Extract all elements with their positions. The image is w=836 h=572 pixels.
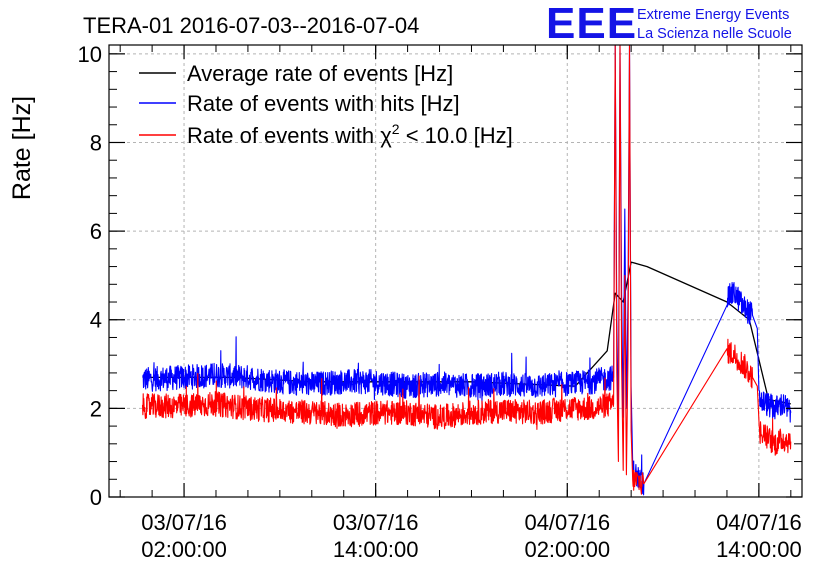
x-tick-label-time: 02:00:00: [141, 537, 227, 562]
eee-logo: EEE Extreme Energy Events La Scienza nel…: [546, 0, 792, 48]
logo-caption-line1: Extreme Energy Events: [637, 7, 789, 23]
x-tick-label-date: 03/07/16: [333, 510, 419, 535]
gridlines: [109, 45, 802, 497]
y-tick-label: 10: [78, 42, 102, 67]
plot-frame: [108, 44, 803, 498]
chart-title: TERA-01 2016-07-03--2016-07-04: [83, 13, 419, 38]
x-tick-label-date: 04/07/16: [716, 510, 802, 535]
axes: 024681003/07/1602:00:0003/07/1614:00:000…: [78, 42, 802, 562]
legend: Average rate of events [Hz] Rate of event…: [139, 61, 513, 148]
x-tick-label-time: 14:00:00: [716, 537, 802, 562]
eee-logo-text: EEE: [546, 0, 637, 48]
legend-label-average: Average rate of events [Hz]: [187, 61, 453, 86]
legend-label-hits: Rate of events with hits [Hz]: [187, 91, 460, 116]
y-tick-label: 0: [90, 485, 102, 510]
series-line-hits: [142, 45, 792, 496]
legend-label-chi2: Rate of events with χ2 < 10.0 [Hz]: [187, 121, 513, 148]
x-tick-label-time: 14:00:00: [333, 537, 419, 562]
x-tick-label-time: 02:00:00: [524, 537, 610, 562]
logo-caption-line2: La Scienza nelle Scuole: [637, 26, 792, 42]
series-line-chi2: [141, 45, 792, 495]
data-lines: [141, 45, 792, 496]
y-tick-label: 8: [90, 130, 102, 155]
y-axis-label: Rate [Hz]: [8, 96, 36, 200]
y-tick-label: 2: [90, 396, 102, 421]
y-tick-label: 6: [90, 219, 102, 244]
y-tick-label: 4: [90, 308, 102, 333]
x-tick-label-date: 03/07/16: [141, 510, 227, 535]
x-tick-label-date: 04/07/16: [524, 510, 610, 535]
plot-area: [141, 45, 792, 496]
